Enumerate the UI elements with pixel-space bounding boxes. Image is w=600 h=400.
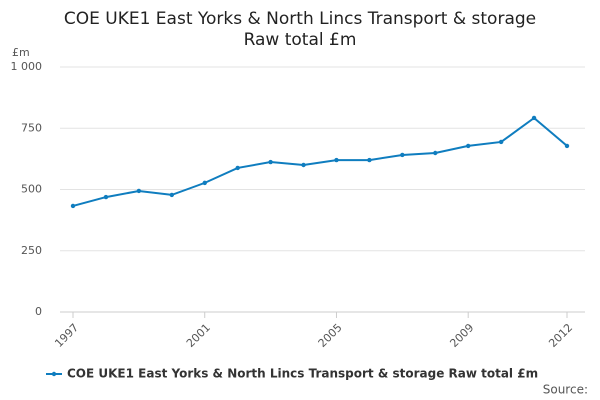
point <box>136 188 142 194</box>
point <box>235 165 240 171</box>
point <box>334 157 339 163</box>
chart-title: COE UKE1 East Yorks & North Lincs Transp… <box>64 9 536 29</box>
series-line <box>72 116 568 207</box>
source: Source: <box>543 383 588 397</box>
x-tick-label: 2005 <box>316 321 345 350</box>
point <box>433 150 438 156</box>
point <box>498 139 504 145</box>
x-tick-label: 2012 <box>546 321 575 350</box>
y-tick-label: 500 <box>21 183 42 196</box>
legend-symbol <box>51 371 57 377</box>
point <box>169 192 174 198</box>
y-axis-label: £m <box>12 46 30 59</box>
chart-title: Raw total £m <box>244 30 357 50</box>
point <box>103 194 109 200</box>
x-tick-label: 1997 <box>52 321 81 350</box>
point <box>202 180 207 186</box>
point <box>268 159 273 165</box>
y-tick-label: 750 <box>21 121 42 134</box>
point <box>301 162 306 168</box>
x-tick-label: 2009 <box>447 321 476 350</box>
x-tick-label: 2001 <box>184 321 213 350</box>
point <box>70 203 76 209</box>
y-tick-label: 0 <box>35 305 42 318</box>
point <box>564 143 570 149</box>
y-tick-label: 1 000 <box>11 60 43 73</box>
point <box>466 143 471 149</box>
point <box>367 157 372 163</box>
legend-label: COE UKE1 East Yorks & North Lincs Transp… <box>67 367 538 381</box>
y-tick-label: 250 <box>21 244 42 257</box>
point <box>531 115 537 121</box>
point <box>400 152 405 158</box>
